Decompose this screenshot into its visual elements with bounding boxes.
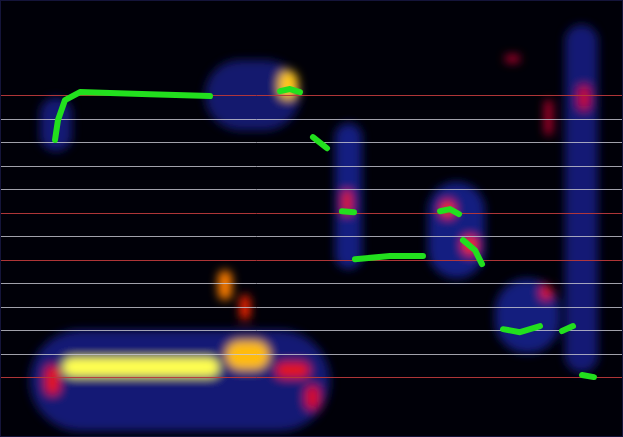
energy-cell — [305, 385, 320, 410]
energy-cell — [275, 362, 310, 378]
grid-line — [0, 166, 623, 167]
reference-line — [0, 377, 623, 378]
energy-cell — [30, 330, 330, 431]
grid-line — [0, 119, 623, 120]
energy-cell — [505, 55, 520, 62]
energy-cell — [540, 285, 552, 300]
chart — [0, 0, 623, 437]
energy-cell — [62, 357, 220, 377]
energy-cell — [545, 100, 552, 135]
energy-cell — [428, 182, 485, 278]
plot-area — [0, 25, 623, 431]
spectrogram — [30, 25, 598, 431]
energy-cell — [225, 340, 270, 370]
energy-cell — [335, 123, 362, 269]
energy-cell — [45, 365, 60, 395]
plot-frame — [1, 1, 623, 437]
reference-line — [0, 260, 623, 261]
energy-cell — [565, 25, 598, 373]
energy-cell — [495, 278, 560, 353]
reference-line — [0, 213, 623, 214]
energy-cell — [578, 85, 590, 110]
grid-line — [0, 354, 623, 355]
grid-line — [0, 142, 623, 143]
background — [0, 0, 623, 437]
grid-line — [0, 307, 623, 308]
grid-line — [0, 189, 623, 190]
pitch-track — [55, 89, 594, 377]
pitch-line — [55, 89, 594, 377]
grid-line — [0, 283, 623, 284]
energy-cell — [218, 270, 232, 300]
grid-line — [0, 236, 623, 237]
